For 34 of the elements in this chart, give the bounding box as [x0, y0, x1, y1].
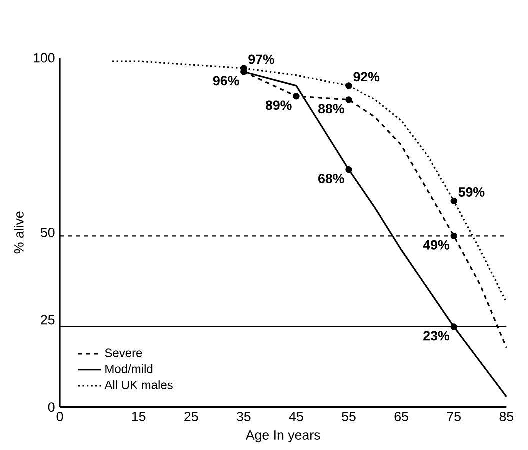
x-tick-label: 75: [447, 412, 461, 422]
point: [450, 324, 458, 330]
data-label: 49%: [423, 240, 450, 250]
y-tick-label: 100: [34, 53, 55, 63]
x-tick-label: 85: [500, 412, 514, 422]
x-axis-title: Age In years: [246, 430, 320, 443]
x-tick-label: 0: [56, 412, 64, 422]
y-tick-label: 50: [41, 228, 55, 238]
x-tick-label: 25: [184, 412, 198, 422]
x-tick-label: 55: [342, 412, 356, 422]
y-tick-label: 25: [41, 315, 55, 325]
data-label: 88%: [318, 104, 344, 114]
x-tick-label: 15: [132, 412, 146, 422]
data-label: 97%: [248, 54, 275, 64]
point: [346, 96, 352, 104]
x-tick-label: 35: [237, 412, 251, 422]
x-tick-label: 45: [289, 412, 304, 422]
data-label: 92%: [354, 72, 380, 82]
data-label: 96%: [213, 76, 240, 86]
legend-label: Mod/mild: [106, 364, 153, 374]
legend-label: All UK males: [104, 380, 173, 390]
point: [450, 198, 458, 205]
x-tick-label: 65: [394, 412, 408, 422]
y-axis-title: % alive: [14, 212, 24, 254]
point: [346, 82, 352, 90]
y-tick-label: 0: [48, 402, 55, 412]
legend-label: Severe: [105, 348, 142, 358]
point: [293, 93, 300, 100]
data-label: 59%: [458, 188, 485, 197]
data-label: 68%: [318, 174, 344, 184]
point: [450, 232, 458, 240]
point: [346, 166, 352, 174]
data-label: 23%: [424, 331, 450, 341]
data-label: 89%: [266, 100, 292, 110]
